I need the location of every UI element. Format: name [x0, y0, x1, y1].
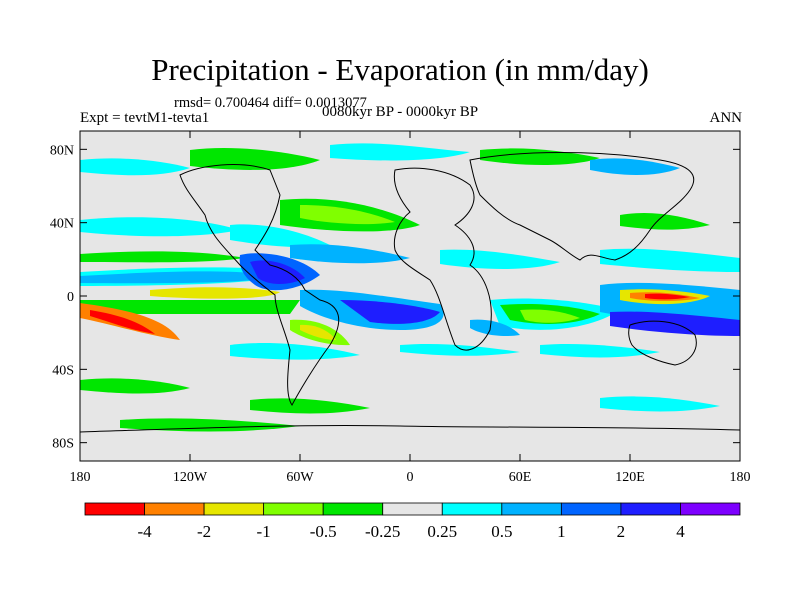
x-tick-label: 180: [70, 470, 91, 485]
y-tick-label: 80N: [50, 143, 74, 158]
contour-region: [480, 148, 600, 165]
y-tick-label: 80S: [52, 437, 74, 452]
contour-region: [520, 309, 580, 323]
contour-region: [600, 396, 720, 412]
map-title: Precipitation - Evaporation (in mm/day): [151, 52, 649, 87]
legend-label: 1: [557, 522, 566, 541]
contour-region: [80, 217, 240, 237]
contour-region: [230, 343, 360, 360]
statistics-label: rmsd= 0.700464 diff= 0.0013077: [174, 95, 367, 111]
contour-region: [645, 293, 690, 300]
contour-region: [400, 343, 520, 356]
x-tick-label: 60E: [509, 470, 532, 485]
legend-swatch: [382, 502, 443, 516]
legend-label: -2: [197, 522, 211, 541]
legend-swatch: [84, 502, 145, 516]
legend-swatch: [680, 502, 741, 516]
x-axis: 180 120W 60W 0 60E 120E 180: [70, 131, 751, 485]
contour-region: [470, 319, 520, 337]
coastline-australia: [628, 320, 697, 366]
legend-swatch: [501, 502, 562, 516]
legend-swatch: [441, 502, 503, 516]
legend-label: 4: [676, 522, 685, 541]
legend-label: 2: [617, 522, 626, 541]
contour-region: [90, 310, 155, 334]
x-tick-label: 60W: [286, 470, 314, 485]
legend-label: 0.5: [491, 522, 512, 541]
legend-swatch: [560, 502, 622, 516]
contour-region: [620, 213, 710, 230]
contour-region: [250, 260, 305, 284]
x-tick-label: 180: [730, 470, 751, 485]
y-tick-label: 40N: [50, 217, 74, 232]
x-tick-label: 120E: [615, 470, 645, 485]
contour-region: [300, 205, 395, 225]
contour-region: [230, 224, 330, 248]
contour-region: [600, 248, 740, 272]
contour-region: [300, 324, 336, 340]
y-tick-label: 40S: [52, 363, 74, 378]
contour-region: [80, 300, 300, 314]
coastlines: [80, 152, 740, 433]
contour-region: [290, 244, 410, 264]
legend-swatch: [263, 502, 324, 516]
contour-region: [80, 271, 280, 284]
contour-region: [80, 378, 190, 394]
contour-field: [80, 143, 740, 432]
experiment-label: Expt = tevtM1-tevta1: [80, 110, 210, 126]
period-label: 0080kyr BP - 0000kyr BP: [321, 104, 479, 120]
legend-label: -1: [257, 522, 271, 541]
x-tick-label: 0: [407, 470, 414, 485]
y-axis: 80N 40N 0 40S 80S: [50, 143, 740, 452]
coastline-antarctica: [80, 424, 740, 433]
season-label: ANN: [709, 110, 743, 126]
contour-region: [590, 158, 680, 175]
y-tick-label: 0: [67, 290, 74, 305]
legend-swatch: [203, 502, 265, 516]
contour-region: [80, 251, 245, 263]
contour-region: [120, 418, 300, 432]
contour-region: [80, 158, 190, 176]
color-legend: -4 -2 -1 -0.5 -0.25 0.25 0.5 1 2 4: [84, 502, 741, 541]
coastline-americas: [179, 164, 340, 406]
legend-label: -0.5: [310, 522, 337, 541]
contour-region: [340, 300, 440, 324]
contour-region: [150, 287, 280, 299]
legend-swatch: [322, 502, 384, 516]
contour-region: [250, 398, 370, 414]
coastline-asia: [469, 152, 695, 261]
legend-label: -0.25: [365, 522, 400, 541]
legend-label: 0.25: [427, 522, 457, 541]
legend-swatch: [620, 502, 681, 516]
legend-swatch: [144, 502, 205, 516]
legend-label: -4: [137, 522, 152, 541]
contour-region: [330, 143, 470, 161]
x-tick-label: 120W: [173, 470, 208, 485]
coastline-europe-africa: [393, 167, 492, 351]
contour-region: [540, 343, 660, 358]
